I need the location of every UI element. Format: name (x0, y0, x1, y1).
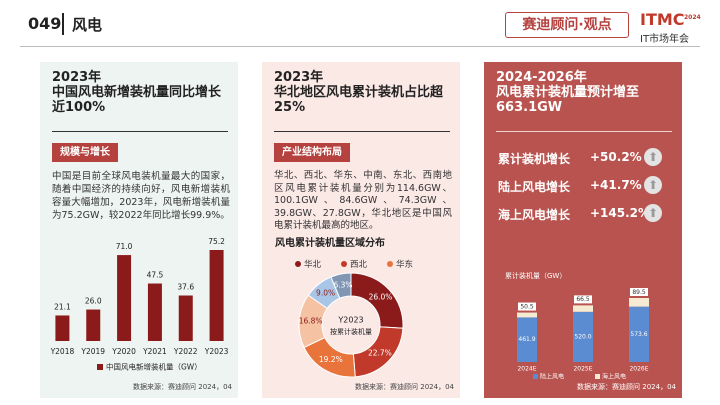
title-line: 2023年 (274, 70, 324, 85)
page-number: 049 (28, 14, 62, 33)
x-tick-label: Y2023 (204, 347, 229, 356)
stat-label: 累计装机增长 (498, 152, 571, 166)
donut-segment (330, 272, 352, 299)
divider (62, 13, 64, 35)
label-box (518, 302, 536, 311)
data-label: 26.0 (85, 297, 102, 306)
x-tick-label: Y2020 (111, 347, 136, 356)
section-title: 风电 (72, 16, 103, 34)
x-tick-label: Y2018 (50, 347, 75, 356)
x-tick-label: 2025E (573, 366, 592, 373)
tag: 产业结构布局 (274, 143, 350, 162)
bar (55, 315, 70, 341)
x-tick-label: Y2019 (80, 347, 105, 356)
legend-swatch (97, 364, 103, 370)
data-label: 75.2 (208, 237, 225, 246)
bar-segment (517, 312, 537, 318)
data-label: 66.5 (576, 296, 590, 303)
title-line: 中国风电新增装机量同比增长近100% (52, 85, 222, 115)
separator (274, 131, 450, 132)
panel-title: 2023年 华北地区风电累计装机占比超25% (274, 70, 454, 115)
x-tick-label: Y2022 (173, 347, 198, 356)
title-line: 2023年 (52, 70, 102, 85)
source-note: 数据来源：赛迪顾问 2024，04 (577, 382, 676, 391)
data-label: 520.0 (574, 333, 591, 340)
bar-segment (517, 317, 537, 362)
data-label: 37.6 (177, 283, 194, 292)
bar-segment (573, 311, 593, 362)
logo: ITMC (640, 10, 685, 29)
data-label: 461.9 (518, 336, 535, 343)
header-rule (20, 46, 700, 47)
bar (178, 295, 193, 341)
data-label: 21.1 (54, 302, 71, 311)
source-note: 数据来源：赛迪顾问 2024，04 (133, 382, 232, 391)
axis-title: 累计装机量（GW） (505, 271, 566, 280)
stat-value: +50.2% (590, 150, 642, 164)
panel: 2023年 华北地区风电累计装机占比超25% 产业结构布局 华北、西北、华东、中南… (262, 62, 460, 398)
legend-swatch (341, 261, 347, 267)
data-label: 26.0% (369, 292, 393, 301)
panel: 2023年 中国风电新增装机量同比增长近100% 规模与增长 中国是目前全球风电装… (40, 62, 238, 398)
bar (86, 309, 101, 341)
separator (52, 131, 228, 132)
up-arrow-icon: ⬆ (644, 204, 662, 222)
bar-segment (629, 298, 649, 307)
bar-segment (573, 305, 593, 312)
legend-label: 陆上风电 (540, 373, 564, 381)
up-arrow-icon: ⬆ (644, 176, 662, 194)
legend-label: 华北 (304, 259, 322, 270)
separator (496, 131, 672, 132)
title-line: 2024-2026年 (496, 70, 587, 85)
legend-label: 中国风电新增装机量（GW） (106, 362, 202, 372)
legend-label: 华东 (396, 259, 413, 270)
legend-swatch (295, 261, 301, 267)
x-tick-label: 2026E (629, 366, 648, 373)
panel-title: 2024-2026年 风电累计装机量预计增至663.1GW (496, 70, 676, 115)
data-label: 9.0% (316, 288, 335, 297)
legend-swatch (387, 261, 393, 267)
data-label: 6.3% (334, 280, 353, 289)
data-label: 16.8% (299, 317, 323, 326)
legend-label: 西北 (350, 260, 368, 270)
label-box (630, 288, 648, 296)
brand: 赛迪顾问·观点 (505, 12, 629, 38)
bar (147, 283, 162, 341)
data-label: 71.0 (116, 242, 133, 251)
body-text: 华北、西北、华东、中南、东北、西南地区风电累计装机量分别为114.6GW、100… (274, 170, 452, 231)
stat-value: +145.2% (590, 206, 651, 220)
data-label: 19.2% (319, 355, 343, 364)
panel-title: 2023年 中国风电新增装机量同比增长近100% (52, 70, 232, 115)
center-label: 按累计装机量 (330, 327, 372, 336)
stat-label: 海上风电增长 (498, 208, 571, 222)
center-label: Y2023 (337, 316, 363, 325)
x-tick-label: 2024E (517, 366, 536, 373)
data-label: 50.5 (520, 303, 534, 310)
data-label: 47.5 (147, 271, 164, 280)
legend-swatch (595, 374, 600, 379)
logo-year: 2024 (684, 14, 701, 21)
body-text: 中国是目前全球风电装机量最大的国家，随着中国经济的持续向好，风电新增装机容量大幅… (52, 171, 230, 221)
label-box (574, 295, 592, 304)
legend-swatch (533, 374, 538, 379)
bar (209, 250, 224, 341)
data-label: 573.6 (630, 331, 647, 338)
bar-segment (629, 306, 649, 362)
stat-value: +41.7% (590, 178, 642, 192)
data-label: 22.7% (368, 348, 392, 357)
up-arrow-icon: ⬆ (644, 148, 662, 166)
bar (117, 255, 132, 341)
chart-title: 风电累计装机量区域分布 (275, 236, 385, 249)
stat-label: 陆上风电增长 (498, 180, 571, 194)
title-line: 华北地区风电累计装机占比超25% (274, 85, 444, 115)
source-note: 数据来源：赛迪顾问 2024，04 (355, 382, 454, 391)
tag: 规模与增长 (52, 143, 118, 162)
event-name: IT市场年会 (640, 34, 690, 45)
data-label: 89.5 (632, 289, 646, 296)
legend-label: 海上风电 (602, 373, 626, 381)
title-line: 风电累计装机量预计增至663.1GW (496, 85, 640, 115)
x-tick-label: Y2021 (142, 347, 167, 356)
